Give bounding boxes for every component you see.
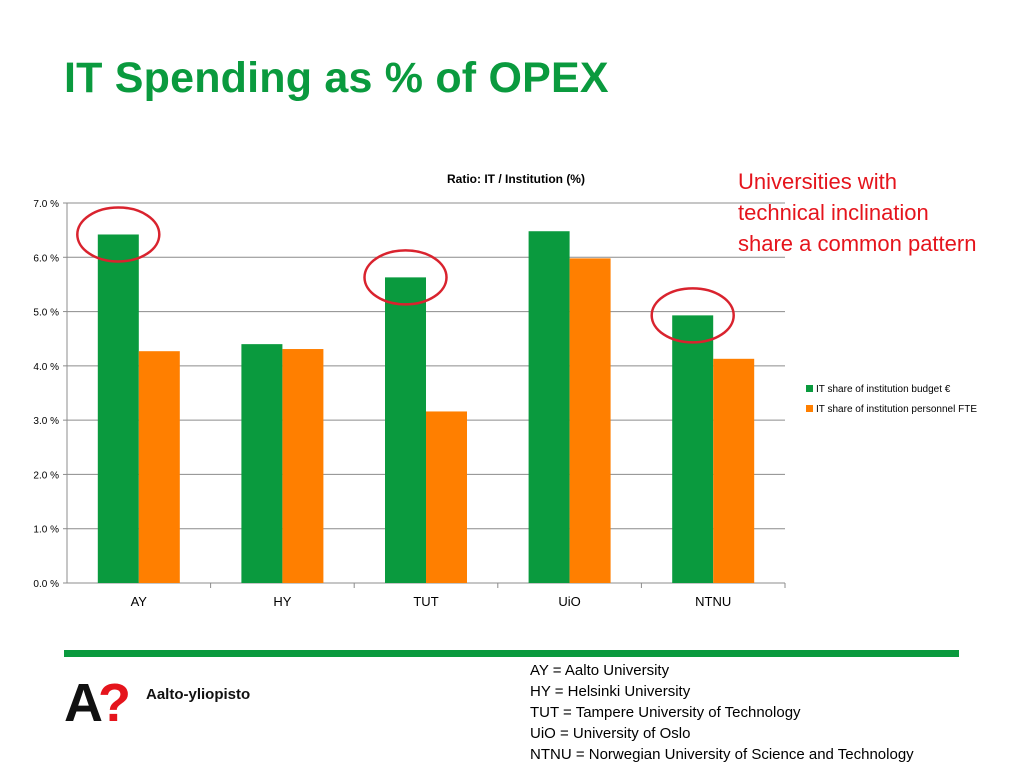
highlight-circle-ntnu [650,287,735,344]
chart-legend: IT share of institution budget € IT share… [806,384,977,415]
highlight-circles [76,206,735,344]
legend-swatch-2 [806,405,813,412]
legend-label-2: IT share of institution personnel FTE [816,404,977,415]
x-axis-tick-labels: AY HY TUT UiO NTNU [131,594,732,609]
slide-title: IT Spending as % of OPEX [64,54,609,102]
abbreviation-item: HY = Helsinki University [530,683,691,700]
y-tick-label: 6.0 % [33,253,59,264]
aalto-logo: A? Aalto-yliopisto [64,673,251,736]
y-tick-label: 1.0 % [33,525,59,536]
bar-uio-series-1 [528,231,570,583]
y-tick-label: 3.0 % [33,416,59,427]
logo-question-mark: ? [98,673,131,733]
bar-tut-series-1 [385,277,426,583]
legend-swatch-1 [806,385,813,392]
highlight-circle-ay [76,206,161,263]
abbreviations-list: AY = Aalto University HY = Helsinki Univ… [530,660,914,765]
legend-label-1: IT share of institution budget € [816,384,951,395]
annotation-callout: Universities with technical inclination … [738,169,977,256]
bar-ntnu-series-1 [672,315,714,583]
bar-ntnu-series-2 [713,358,755,583]
bar-ay-series-1 [97,234,139,583]
logo-letter-a: A [64,673,103,733]
chart-bars [97,231,755,583]
bar-hy-series-2 [282,349,324,583]
y-axis-tick-labels: 0.0 % 1.0 % 2.0 % 3.0 % 4.0 % 5.0 % 6.0 % 7.0 % [33,199,59,590]
aalto-logo-mark: A? [64,673,136,734]
x-tick-label: NTNU [695,594,731,609]
bar-tut-series-2 [426,411,467,583]
highlight-circle-tut [363,249,448,306]
y-tick-label: 4.0 % [33,362,59,373]
y-tick-label: 2.0 % [33,470,59,481]
x-tick-label: UiO [558,594,580,609]
abbreviation-item: TUT = Tampere University of Technology [530,704,801,721]
bar-uio-series-2 [569,258,611,583]
footer-divider [64,650,959,657]
abbreviation-item: NTNU = Norwegian University of Science a… [530,746,914,763]
logo-text: Aalto-yliopisto [146,686,251,703]
x-tick-label: AY [131,594,148,609]
bar-hy-series-1 [241,344,283,583]
y-tick-label: 5.0 % [33,308,59,319]
chart-title: Ratio: IT / Institution (%) [447,172,585,186]
abbreviation-item: AY = Aalto University [530,662,670,679]
abbreviation-item: UiO = University of Oslo [530,725,691,742]
bar-chart: 0.0 % 1.0 % 2.0 % 3.0 % 4.0 % 5.0 % 6.0 % 7.0 %… [33,172,977,609]
x-tick-label: HY [273,594,291,609]
y-tick-label: 0.0 % [33,579,59,590]
x-tick-label: TUT [413,594,438,609]
y-tick-label: 7.0 % [33,199,59,210]
bar-ay-series-2 [138,351,180,583]
